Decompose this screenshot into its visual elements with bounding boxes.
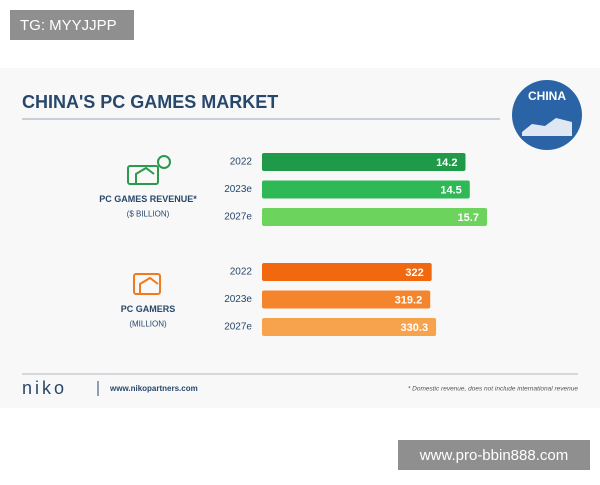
watermark: TG: MYYJJPP: [20, 17, 117, 34]
url: www.nikopartners.com: [109, 384, 198, 393]
chart-title: PC GAMES REVENUE*: [99, 194, 197, 204]
category-label: 2022: [230, 157, 253, 168]
title: CHINA'S PC GAMES MARKET: [22, 92, 278, 112]
value-label: 322: [405, 267, 423, 279]
infographic-panel: [0, 68, 600, 408]
brand: niko: [22, 378, 67, 398]
value-label: 319.2: [395, 294, 423, 306]
bar: [262, 153, 466, 171]
category-label: 2027e: [224, 212, 252, 223]
watermark-box: [398, 440, 590, 470]
chart-subtitle: ($ BILLION): [127, 210, 170, 219]
bar: [262, 263, 432, 281]
category-label: 2023e: [224, 294, 252, 305]
value-label: 14.2: [436, 157, 457, 169]
watermark: www.pro-bbin888.com: [419, 447, 568, 464]
badge-wall: [522, 118, 572, 136]
revenue-icon: [127, 155, 171, 185]
bar: [262, 290, 431, 309]
footnote: * Domestic revenue, does not include int…: [408, 386, 579, 393]
value-label: 330.3: [401, 322, 429, 334]
badge-label: CHINA: [528, 89, 566, 103]
bar: [262, 318, 437, 336]
category-label: 2022: [230, 267, 253, 278]
bar: [262, 208, 487, 226]
bar: [262, 180, 470, 199]
value-label: 14.5: [440, 184, 461, 196]
chart-title: PC GAMERS: [121, 304, 176, 314]
category-label: 2023e: [224, 184, 252, 195]
gamers-icon: [133, 273, 161, 295]
category-label: 2027e: [224, 322, 252, 333]
watermark-box: [10, 10, 134, 40]
chart-subtitle: (MILLION): [129, 320, 167, 329]
value-label: 15.7: [458, 212, 479, 224]
